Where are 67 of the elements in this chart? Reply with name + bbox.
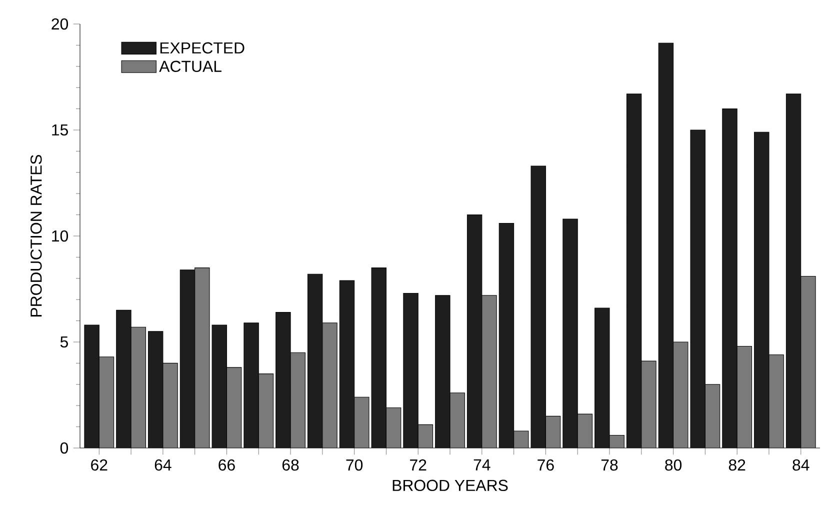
bar: [658, 43, 674, 448]
bar: [194, 268, 210, 448]
bar: [546, 416, 560, 448]
bar: [499, 223, 514, 448]
bar: [531, 166, 546, 448]
bar: [754, 132, 769, 448]
x-tick-label: 68: [282, 459, 299, 471]
x-tick-label: 62: [91, 459, 108, 471]
bar: [372, 268, 386, 448]
bar: [99, 356, 114, 448]
bar: [290, 352, 306, 448]
bar: [514, 431, 528, 448]
bar: [180, 270, 195, 448]
bar: [116, 310, 132, 448]
x-tick-label: 80: [665, 459, 682, 471]
x-tick-label: 82: [728, 459, 746, 471]
bar: [162, 363, 178, 448]
x-tick-label: 72: [410, 459, 426, 470]
bar: [482, 295, 497, 448]
x-tick-label: 64: [154, 459, 172, 471]
legend-label: ACTUAL: [159, 60, 222, 72]
x-tick-label: 78: [601, 459, 618, 471]
bar: [578, 414, 592, 448]
bar: [258, 374, 274, 448]
bar: [737, 346, 752, 448]
bar: [768, 354, 784, 448]
bar: [722, 108, 738, 448]
bar: [594, 308, 610, 448]
bar: [626, 94, 642, 448]
bar: [244, 322, 259, 448]
bar: [403, 293, 418, 448]
bar: [84, 325, 100, 448]
bar: [690, 130, 706, 448]
bar: [308, 274, 322, 448]
bar: [673, 342, 688, 448]
y-tick-label: 20: [52, 18, 68, 30]
bar: [148, 331, 163, 448]
bar: [322, 322, 338, 448]
y-tick-label: 10: [52, 230, 68, 242]
bar: [641, 361, 656, 448]
bar: [467, 214, 482, 448]
bar: [800, 276, 816, 448]
bar: [450, 392, 465, 448]
bar: [340, 280, 354, 448]
bar: [418, 424, 433, 448]
x-tick-label: 76: [538, 459, 554, 471]
bar: [562, 219, 578, 448]
x-axis-title: BROOD YEARS: [392, 480, 508, 492]
y-axis-title: PRODUCTION RATES: [30, 154, 42, 316]
x-tick-label: 74: [474, 459, 490, 470]
y-tick-label: 5: [60, 336, 68, 348]
y-tick-label: 15: [52, 124, 68, 136]
bar: [705, 384, 720, 448]
bar: [226, 367, 242, 448]
bar: [276, 312, 291, 448]
x-tick-label: 66: [218, 459, 235, 471]
bar: [609, 435, 624, 448]
bar: [386, 408, 401, 448]
x-tick-label: 70: [346, 459, 363, 471]
legend-label: EXPECTED: [160, 42, 244, 54]
bar: [786, 94, 802, 448]
y-tick-label: 0: [60, 442, 68, 454]
x-tick-label: 84: [792, 459, 810, 471]
bar: [131, 327, 146, 448]
bar: [354, 397, 369, 448]
bar: [212, 325, 227, 448]
bar: [435, 295, 450, 448]
